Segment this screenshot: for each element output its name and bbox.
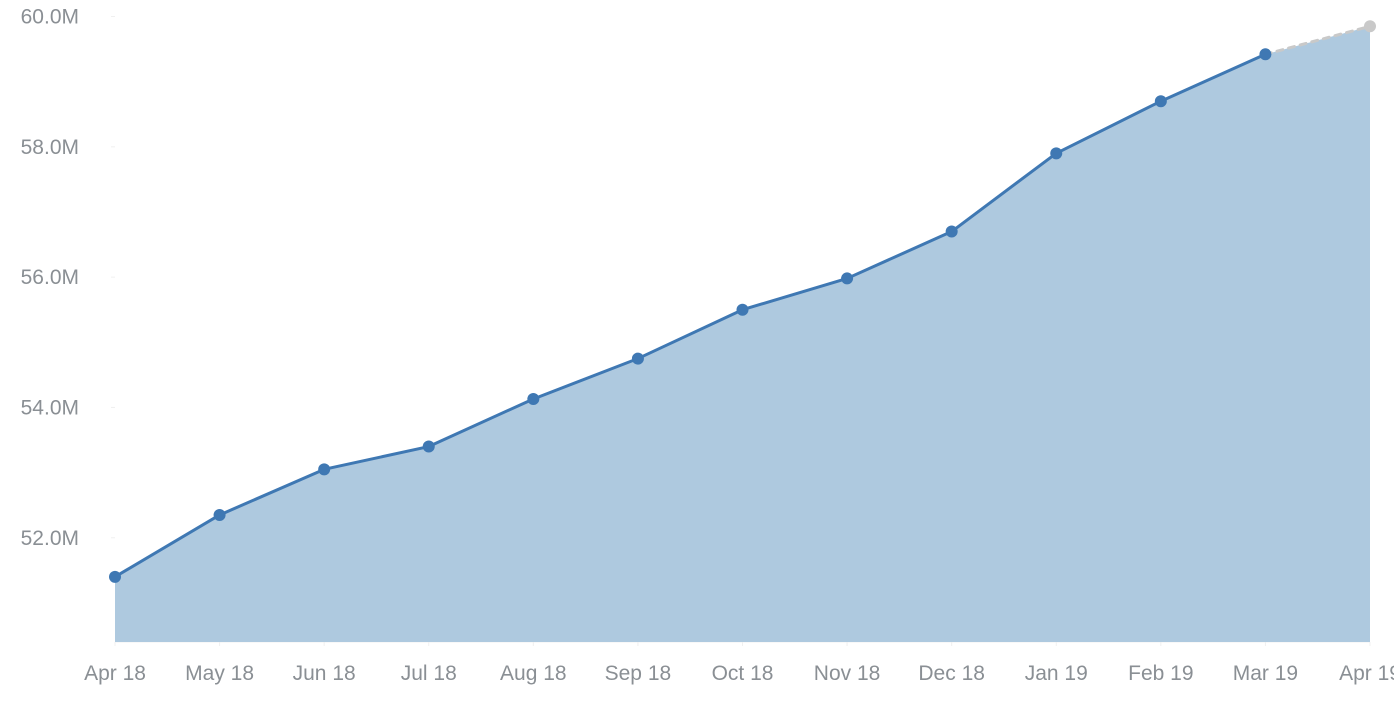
x-axis-tick-label: Apr 18 <box>84 662 146 685</box>
data-marker <box>423 441 435 453</box>
chart-canvas: 52.0M 54.0M 56.0M 58.0M 60.0M Apr 18 May 18 Jun… <box>0 0 1394 704</box>
x-axis-tick-label: Jan 19 <box>1025 662 1088 685</box>
y-axis-tick-label: 52.0M <box>21 527 79 550</box>
y-axis-tick-label: 54.0M <box>21 396 79 419</box>
data-marker <box>1050 147 1062 159</box>
x-axis-tick-label: Feb 19 <box>1128 662 1193 685</box>
x-axis-tick-label: Aug 18 <box>500 662 567 685</box>
x-axis-tick-label: Apr 19 <box>1339 662 1394 685</box>
x-axis-tick-label: Oct 18 <box>712 662 774 685</box>
data-marker <box>632 353 644 365</box>
x-axis-tick-label: Sep 18 <box>605 662 672 685</box>
x-axis-tick-label: Dec 18 <box>918 662 985 685</box>
y-axis-tick-label: 58.0M <box>21 136 79 159</box>
projected-marker <box>1364 20 1376 32</box>
x-axis-tick-label: May 18 <box>185 662 254 685</box>
data-marker <box>214 509 226 521</box>
x-axis-tick-label: Mar 19 <box>1233 662 1298 685</box>
y-axis-tick-label: 56.0M <box>21 266 79 289</box>
x-axis-tick-label: Nov 18 <box>814 662 881 685</box>
time-series-area-chart: 52.0M 54.0M 56.0M 58.0M 60.0M Apr 18 May 18 Jun… <box>0 0 1394 704</box>
y-axis-tick-label: 60.0M <box>21 6 79 29</box>
data-marker <box>737 304 749 316</box>
data-marker <box>109 571 121 583</box>
data-marker <box>527 393 539 405</box>
x-axis-tick-label: Jul 18 <box>401 662 457 685</box>
data-marker <box>1259 48 1271 60</box>
data-marker <box>318 463 330 475</box>
data-marker <box>841 272 853 284</box>
x-axis-tick-label: Jun 18 <box>293 662 356 685</box>
data-marker <box>946 226 958 238</box>
data-marker <box>1155 95 1167 107</box>
